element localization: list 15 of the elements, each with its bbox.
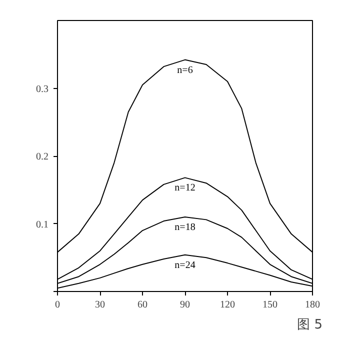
x-tick-label: 90 [180,300,190,310]
series-label: n=12 [174,182,196,194]
series-label: n=6 [177,64,193,76]
x-tick-label: 120 [220,300,235,310]
y-tick-label: 0.2 [36,152,48,162]
x-tick-label: 150 [262,300,278,310]
caption: 图 5 [297,318,323,332]
y-tick-label: 0.3 [36,84,48,95]
x-tick-label: 30 [95,300,105,310]
x-tick-label: 180 [305,300,320,310]
x-tick-label: 0 [55,300,60,310]
x-tick-label: 60 [138,300,148,310]
series-label: n=18 [174,222,196,233]
series-label: n=24 [174,260,196,271]
y-tick-label: 0.1 [36,219,48,230]
